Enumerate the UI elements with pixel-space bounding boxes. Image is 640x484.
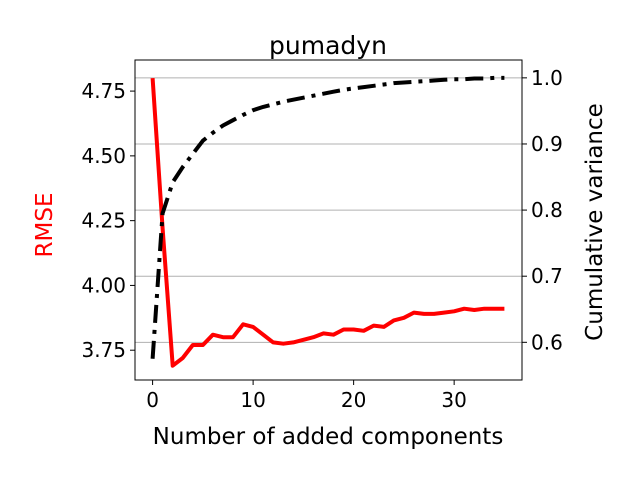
y-left-axis-title: RMSE xyxy=(32,193,58,258)
x-tick-label: 0 xyxy=(146,388,159,412)
series-layer xyxy=(150,75,505,368)
x-tick-label: 10 xyxy=(240,388,265,412)
y-right-tick-label: 0.6 xyxy=(531,330,563,354)
plot-frame xyxy=(134,59,523,381)
x-axis-title: Number of added components xyxy=(153,424,504,450)
x-tick-label: 20 xyxy=(341,388,366,412)
y-right-tick-label: 0.8 xyxy=(531,198,563,222)
chart-title: pumadyn xyxy=(269,31,387,60)
y-left-tick-label: 4.50 xyxy=(81,144,126,168)
y-right-tick-label: 1.0 xyxy=(531,66,563,90)
y-right-tick-label: 0.7 xyxy=(531,264,563,288)
y-right-tick-label: 0.9 xyxy=(531,132,563,156)
tick-layer: 0 10 20 30 3.75 4.00 4.25 4.50 4.75 0.6 0.7 0.8 0.9 1… xyxy=(81,66,562,412)
rmse-line xyxy=(150,77,505,368)
y-left-tick-label: 4.25 xyxy=(81,209,126,233)
x-tick-label: 30 xyxy=(441,388,466,412)
y-left-tick-label: 4.00 xyxy=(81,273,126,297)
y-left-tick-label: 3.75 xyxy=(81,338,126,362)
cumulative-variance-line xyxy=(150,75,505,359)
y-left-tick-label: 4.75 xyxy=(81,79,126,103)
y-right-axis-title: Cumulative variance xyxy=(582,103,608,341)
